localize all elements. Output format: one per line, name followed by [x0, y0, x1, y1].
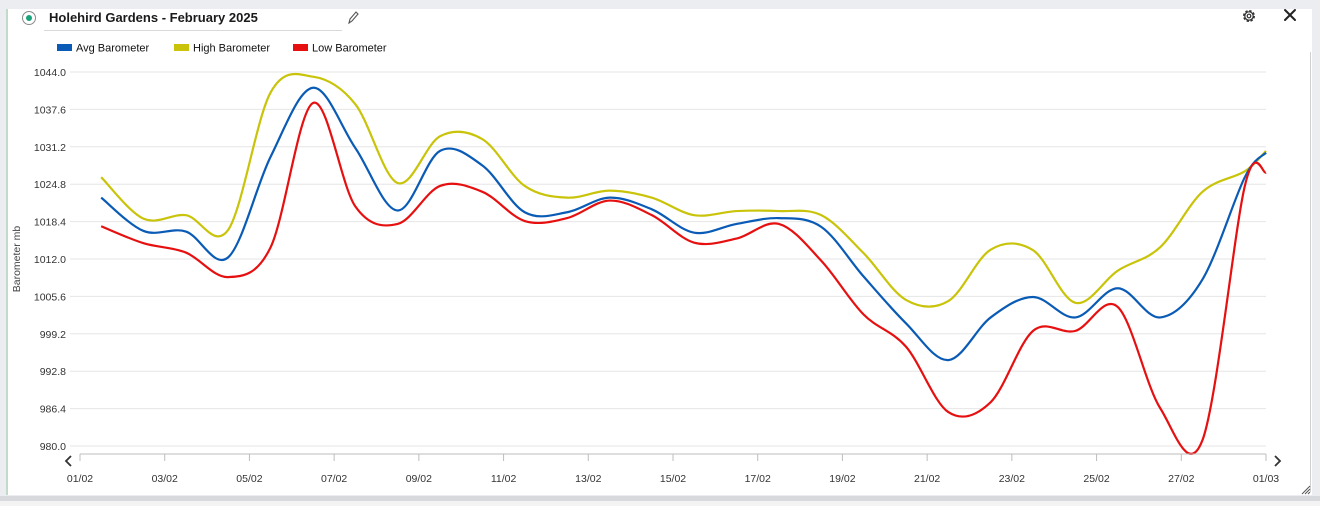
- y-tick-label: 999.2: [40, 329, 66, 341]
- y-axis: 1044.0 1037.6 1031.2 1024.8 1018.4 1012.0 1005…: [34, 67, 66, 453]
- y-tick-label: 1005.6: [34, 291, 66, 303]
- x-tick-label: 09/02: [406, 473, 432, 485]
- x-tick-label: 23/02: [999, 473, 1025, 485]
- x-tick-label: 17/02: [745, 473, 771, 485]
- chart-title[interactable]: Holehird Gardens - February 2025: [49, 10, 258, 25]
- x-tick-label: 07/02: [321, 473, 347, 485]
- close-icon[interactable]: [1282, 7, 1298, 23]
- y-tick-label: 986.4: [40, 404, 66, 416]
- series-line-avg-barometer[interactable]: [100, 86, 1267, 362]
- y-tick-label: 1031.2: [34, 142, 66, 154]
- radio-selected-icon[interactable]: [22, 11, 36, 25]
- gear-icon[interactable]: [1240, 7, 1258, 25]
- x-axis: 01/02 03/02 05/02 07/02 09/02 11/02 13/02 15/02…: [67, 453, 1279, 485]
- x-tick-label: 11/02: [491, 473, 517, 485]
- x-tick-label: 21/02: [914, 473, 940, 485]
- x-tick-label: 15/02: [660, 473, 686, 485]
- series-line-high-barometer[interactable]: [100, 72, 1267, 308]
- resize-handle-icon[interactable]: [1301, 485, 1311, 495]
- x-tick-label: 25/02: [1083, 473, 1109, 485]
- grid: [70, 71, 1266, 447]
- y-axis-title: Barometer mb: [11, 226, 23, 293]
- pencil-icon[interactable]: [346, 9, 360, 25]
- x-tick-label: 05/02: [236, 473, 262, 485]
- x-tick-label: 01/03: [1253, 473, 1279, 485]
- x-tick-label: 27/02: [1168, 473, 1194, 485]
- legend-label[interactable]: Avg Barometer: [76, 43, 150, 55]
- legend-label[interactable]: High Barometer: [193, 43, 270, 55]
- x-tick-label: 13/02: [575, 473, 601, 485]
- y-tick-label: 992.8: [40, 366, 66, 378]
- legend: Avg Barometer High Barometer Low Barometer: [57, 43, 387, 55]
- panel-divider: [1310, 52, 1311, 492]
- footer-strip: [0, 501, 1320, 506]
- x-tick-label: 03/02: [152, 473, 178, 485]
- scroll-track: [0, 496, 1320, 501]
- series-lines: [100, 72, 1268, 456]
- y-tick-label: 1018.4: [34, 217, 66, 229]
- x-tick-label: 01/02: [67, 473, 93, 485]
- legend-swatch: [57, 44, 72, 51]
- y-tick-label: 1044.0: [34, 67, 66, 79]
- chart-panel: [6, 9, 1312, 495]
- series-line-low-barometer[interactable]: [100, 101, 1268, 456]
- y-tick-label: 1012.0: [34, 254, 66, 266]
- legend-label[interactable]: Low Barometer: [312, 43, 387, 55]
- y-tick-label: 1037.6: [34, 104, 66, 116]
- x-tick-label: 19/02: [829, 473, 855, 485]
- legend-swatch: [293, 44, 308, 51]
- chevron-left-icon[interactable]: [64, 455, 72, 467]
- panel-accent-bar: [6, 9, 8, 495]
- title-underline: [44, 30, 342, 31]
- legend-swatch: [174, 44, 189, 51]
- y-tick-label: 980.0: [40, 441, 66, 453]
- chevron-right-icon[interactable]: [1274, 455, 1282, 467]
- y-tick-label: 1024.8: [34, 179, 66, 191]
